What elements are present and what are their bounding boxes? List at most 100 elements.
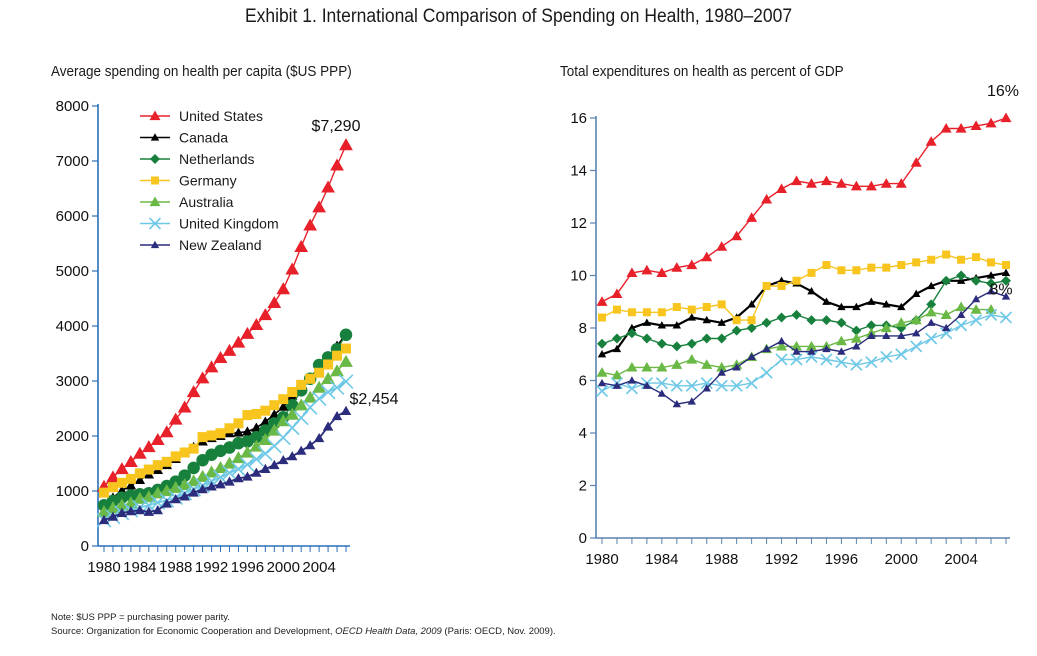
data-point-canada [612,344,622,353]
data-point-canada [657,321,667,329]
data-point-australia [294,398,309,411]
data-point-united-states [186,385,201,398]
data-point-netherlands [250,430,263,444]
y-tick-label: 16 [570,110,587,127]
data-point-germany [987,258,996,267]
data-point-netherlands [866,320,877,331]
data-point-united-kingdom [790,353,803,366]
data-point-australia [141,490,156,503]
data-point-germany [332,350,343,361]
annotation-new-zealand: $2,454 [350,391,399,408]
y-tick-label: 8000 [56,98,89,115]
data-point-new-zealand [807,347,816,355]
data-point-united-states [835,178,847,188]
data-point-netherlands [806,315,817,326]
series-canada [597,268,1011,358]
data-point-germany [107,482,118,493]
data-point-united-kingdom [850,358,863,371]
data-point-australia [204,465,219,478]
data-point-new-zealand [125,506,137,516]
data-point-germany [657,308,666,317]
data-point-new-zealand [822,344,831,353]
data-point-netherlands [597,338,607,349]
data-point-germany [837,266,846,275]
annotation-united-states: $7,290 [312,118,361,135]
data-point-germany [762,282,771,290]
data-point-germany [867,263,876,272]
data-point-united-kingdom [338,374,354,389]
data-point-germany [1002,261,1010,269]
data-point-germany [822,261,831,269]
series-line-united-states [601,117,1007,303]
data-point-netherlands [686,338,697,349]
x-tick-label: 1992 [765,551,798,568]
data-point-new-zealand [747,352,756,361]
data-point-canada [134,474,146,484]
data-point-new-zealand [882,331,891,340]
data-point-germany [702,303,711,311]
data-point-germany [260,405,271,416]
data-point-germany [305,373,316,384]
data-point-united-states [267,296,282,309]
data-point-canada [627,323,637,332]
data-point-germany [882,263,891,272]
data-point-united-states [731,230,743,241]
data-point-germany [116,477,127,488]
legend-label: Australia [179,194,234,210]
data-point-germany [278,394,289,405]
data-point-united-kingdom [880,350,893,363]
data-point-australia [195,469,210,482]
exhibit-title: Exhibit 1. International Comparison of S… [244,6,793,27]
data-point-new-zealand [260,463,271,473]
data-point-canada [747,300,756,308]
series-united-states [596,112,1012,306]
data-point-canada [807,287,816,295]
series-line-canada [601,271,1007,356]
data-point-australia [925,306,937,317]
data-point-australia [880,322,892,333]
data-point-netherlands [971,275,982,286]
x-tick-label: 1988 [159,559,192,576]
data-point-netherlands [716,333,727,344]
data-point-netherlands [641,333,652,344]
data-point-germany [134,468,145,479]
data-point-germany [242,410,253,421]
y-tick-label: 0 [81,538,89,555]
legend-item-netherlands: Netherlands [140,151,255,167]
data-point-united-states [656,267,668,277]
data-point-australia [805,340,817,351]
data-point-australia [850,333,862,343]
data-point-netherlands [776,312,787,323]
data-point-germany [732,316,741,325]
y-tick-label: 14 [570,163,587,180]
data-point-germany [927,255,936,264]
data-point-germany [717,300,726,309]
data-point-new-zealand [642,381,652,389]
data-point-new-zealand [304,440,316,450]
data-point-australia [312,380,326,393]
data-point-united-states [177,400,192,413]
data-point-united-states [1000,112,1012,123]
data-point-united-states [231,335,246,348]
data-point-united-states [312,200,326,213]
data-point-united-kingdom [955,319,968,332]
data-point-netherlands [187,461,200,475]
y-tick-label: 4000 [56,318,89,335]
data-point-new-zealand [912,329,921,337]
data-point-united-states [124,454,138,468]
data-point-united-states [686,259,698,270]
data-point-new-zealand [161,498,172,508]
data-point-germany [612,305,621,314]
data-point-new-zealand [777,336,786,345]
data-point-australia [955,301,967,312]
data-point-germany [99,487,109,498]
data-point-united-kingdom [820,353,833,366]
data-point-united-kingdom [595,384,609,398]
data-point-new-zealand [897,331,906,340]
data-point-united-states [204,360,219,373]
y-tick-label: 7000 [56,153,89,170]
y-tick-label: 3000 [56,373,89,390]
data-point-new-zealand [986,287,996,295]
data-point-germany [747,316,756,325]
